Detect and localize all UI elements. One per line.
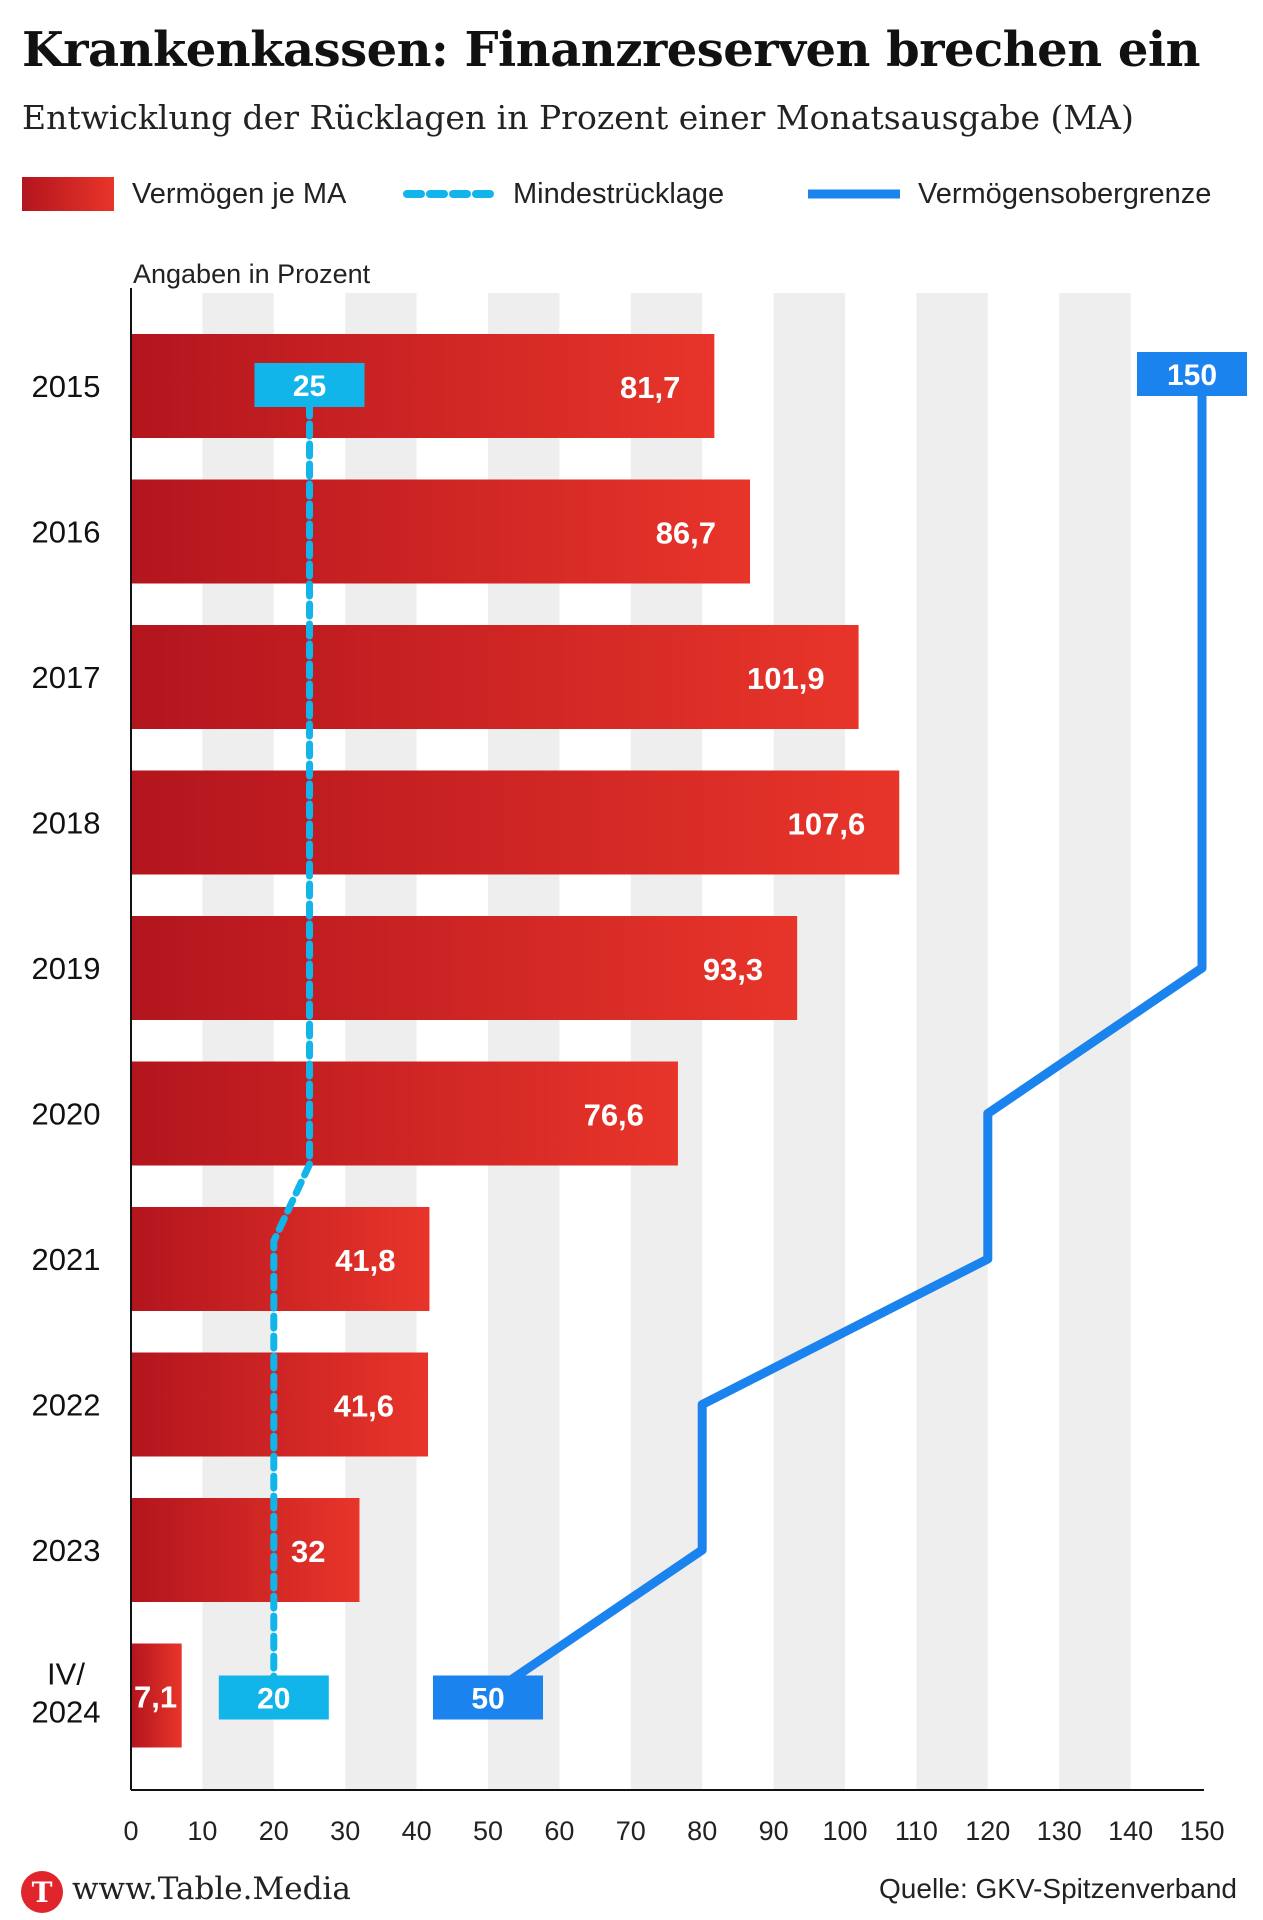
chart-title: Krankenkassen: Finanzreserven brechen ei… [22, 22, 1201, 78]
x-tick-label: 60 [544, 1816, 574, 1846]
bar-value-label: 81,7 [620, 370, 680, 405]
legend-label-min-reserve: Mindestrücklage [513, 177, 725, 210]
unit-label: Angaben in Prozent [133, 259, 371, 289]
y-category-label: IV/2024 [32, 1657, 101, 1730]
upper-limit-callout-box [433, 1675, 543, 1720]
min-reserve-callout-label: 25 [293, 370, 326, 403]
bar-value-label: 32 [291, 1534, 325, 1569]
bar [131, 1061, 678, 1166]
legend-label-upper-limit: Vermögensobergrenze [918, 177, 1212, 210]
bar-value-label: 101,9 [747, 661, 825, 696]
bar-value-label: 41,6 [334, 1389, 394, 1424]
bar [131, 625, 859, 729]
x-tick-label: 40 [402, 1816, 432, 1846]
y-category-label: 2021 [32, 1242, 101, 1277]
bar-value-label: 7,1 [134, 1680, 177, 1715]
bar [131, 479, 751, 584]
x-tick-label: 90 [759, 1816, 789, 1846]
x-tick-label: 120 [965, 1816, 1010, 1846]
legend-item-upper-limit: Vermögensobergrenze [808, 172, 1211, 216]
y-category-label: 2015 [32, 369, 101, 404]
table-media-logo: T [21, 1871, 63, 1913]
bar-value-label: 41,8 [335, 1243, 395, 1278]
footer-url: www.Table.Media [72, 1871, 351, 1907]
y-category-label: 2016 [32, 515, 101, 550]
upper-limit-line [485, 374, 1207, 1700]
bar [131, 770, 900, 875]
x-tick-label: 140 [1108, 1816, 1153, 1846]
legend-item-assets: Vermögen je MA [22, 172, 346, 216]
x-tick-label: 10 [187, 1816, 217, 1846]
y-category-label: 2020 [32, 1097, 101, 1132]
x-tick-label: 70 [616, 1816, 646, 1846]
grid-band [916, 293, 988, 1790]
upper-limit-callout-box [1137, 352, 1247, 396]
y-category-label: 2017 [32, 660, 101, 695]
legend-swatch-solid [808, 189, 900, 199]
chart-subtitle: Entwicklung der Rücklagen in Prozent ein… [22, 98, 1134, 137]
x-tick-label: 130 [1037, 1816, 1082, 1846]
x-tick-label: 100 [822, 1816, 867, 1846]
legend-item-min-reserve: Mindestrücklage [403, 172, 724, 216]
bar-chart: Angaben in Prozent 81,7 86,7 101,9 107,6 93,3… [32, 259, 1247, 1846]
bar-value-label: 93,3 [703, 952, 763, 987]
x-tick-label: 20 [259, 1816, 289, 1846]
source-note: Quelle: GKV-Spitzenverband [879, 1873, 1237, 1904]
bar-value-label: 86,7 [656, 516, 716, 551]
upper-limit-callout-label: 150 [1167, 359, 1217, 392]
upper-limit-callout-label: 50 [471, 1683, 504, 1716]
bar [131, 1498, 360, 1602]
x-tick-label: 30 [330, 1816, 360, 1846]
x-tick-label: 110 [895, 1816, 938, 1846]
x-tick-label: 150 [1179, 1816, 1224, 1846]
min-reserve-callout-box [218, 1675, 329, 1720]
svg-text:T: T [32, 1876, 53, 1909]
bar [131, 1643, 182, 1748]
bar [131, 1352, 429, 1457]
min-reserve-callout-label: 20 [257, 1683, 290, 1716]
bar [131, 334, 715, 438]
bar [131, 916, 798, 1020]
y-category-label: 2019 [32, 951, 101, 986]
min-reserve-callout-box [254, 363, 365, 407]
x-tick-label: 50 [473, 1816, 503, 1846]
legend-label-assets: Vermögen je MA [132, 177, 347, 210]
legend-swatch-bar [22, 177, 114, 211]
grid-band [773, 293, 845, 1790]
legend-swatch-dashed [403, 190, 495, 198]
bar-value-label: 107,6 [788, 807, 866, 842]
y-category-label: 2018 [32, 806, 101, 841]
y-category-label: 2023 [32, 1533, 101, 1568]
min-reserve-line [270, 400, 313, 1696]
y-category-label: 2022 [32, 1388, 101, 1423]
x-tick-label: 0 [123, 1816, 138, 1846]
x-tick-label: 80 [687, 1816, 717, 1846]
bar-value-label: 76,6 [584, 1098, 644, 1133]
